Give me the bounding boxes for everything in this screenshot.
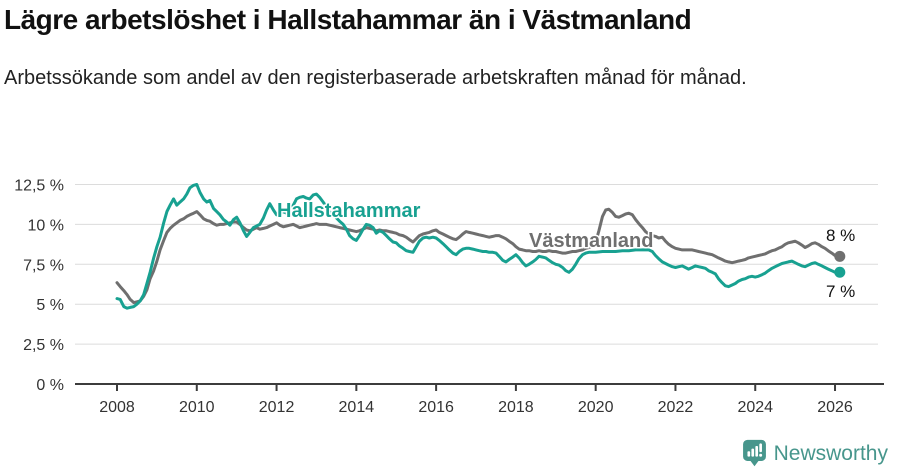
end-value-label-vastmanland: 8 % <box>826 226 855 245</box>
y-axis-tick-label: 2,5 % <box>23 337 64 354</box>
brand-footer[interactable]: Newsworthy <box>742 439 888 468</box>
x-axis-tick-label: 2012 <box>259 399 295 416</box>
end-dot-västmanland <box>834 250 846 262</box>
series-layer <box>115 183 846 310</box>
x-axis-tick-label: 2018 <box>498 399 534 416</box>
x-axis-tick-label: 2020 <box>578 399 614 416</box>
chart-subtitle: Arbetssökande som andel av den registerb… <box>4 67 747 89</box>
end-value-label-hallstahammar: 7 % <box>826 282 855 301</box>
axis-layer: 2008 2010 2012 2014 2016 2018 2020 2022 2024 2026 <box>75 383 884 416</box>
x-axis-tick-label: 2014 <box>339 399 375 416</box>
x-axis-tick-label: 2016 <box>418 399 454 416</box>
series-label-vastmanland: Västmanland <box>529 230 653 252</box>
newsworthy-logo-icon <box>742 439 766 467</box>
x-axis-tick-label: 2008 <box>99 399 135 416</box>
series-line-västmanland <box>115 207 842 305</box>
series-label-hallstahammar: Hallstahammar <box>277 200 421 222</box>
x-axis-tick-label: 2010 <box>179 399 215 416</box>
x-axis-tick-label: 2026 <box>817 399 853 416</box>
x-axis-tick-label: 2024 <box>737 399 773 416</box>
brand-name: Newsworthy <box>773 441 888 465</box>
y-axis-tick-label: 7,5 % <box>23 257 64 274</box>
grid-layer: 0 % 2,5 % 5 % 7,5 % 10 % 12,5 % <box>14 178 878 394</box>
y-axis-tick-label: 12,5 % <box>14 178 64 195</box>
x-axis-tick-label: 2022 <box>658 399 694 416</box>
y-axis-tick-label: 0 % <box>36 377 64 394</box>
end-dot-hallstahammar <box>834 266 846 278</box>
y-axis-tick-label: 10 % <box>28 217 64 234</box>
chart-title: Lägre arbetslöshet i Hallstahammar än i … <box>4 4 692 35</box>
y-axis-tick-label: 5 % <box>36 297 64 314</box>
series-line-hallstahammar <box>115 183 842 310</box>
